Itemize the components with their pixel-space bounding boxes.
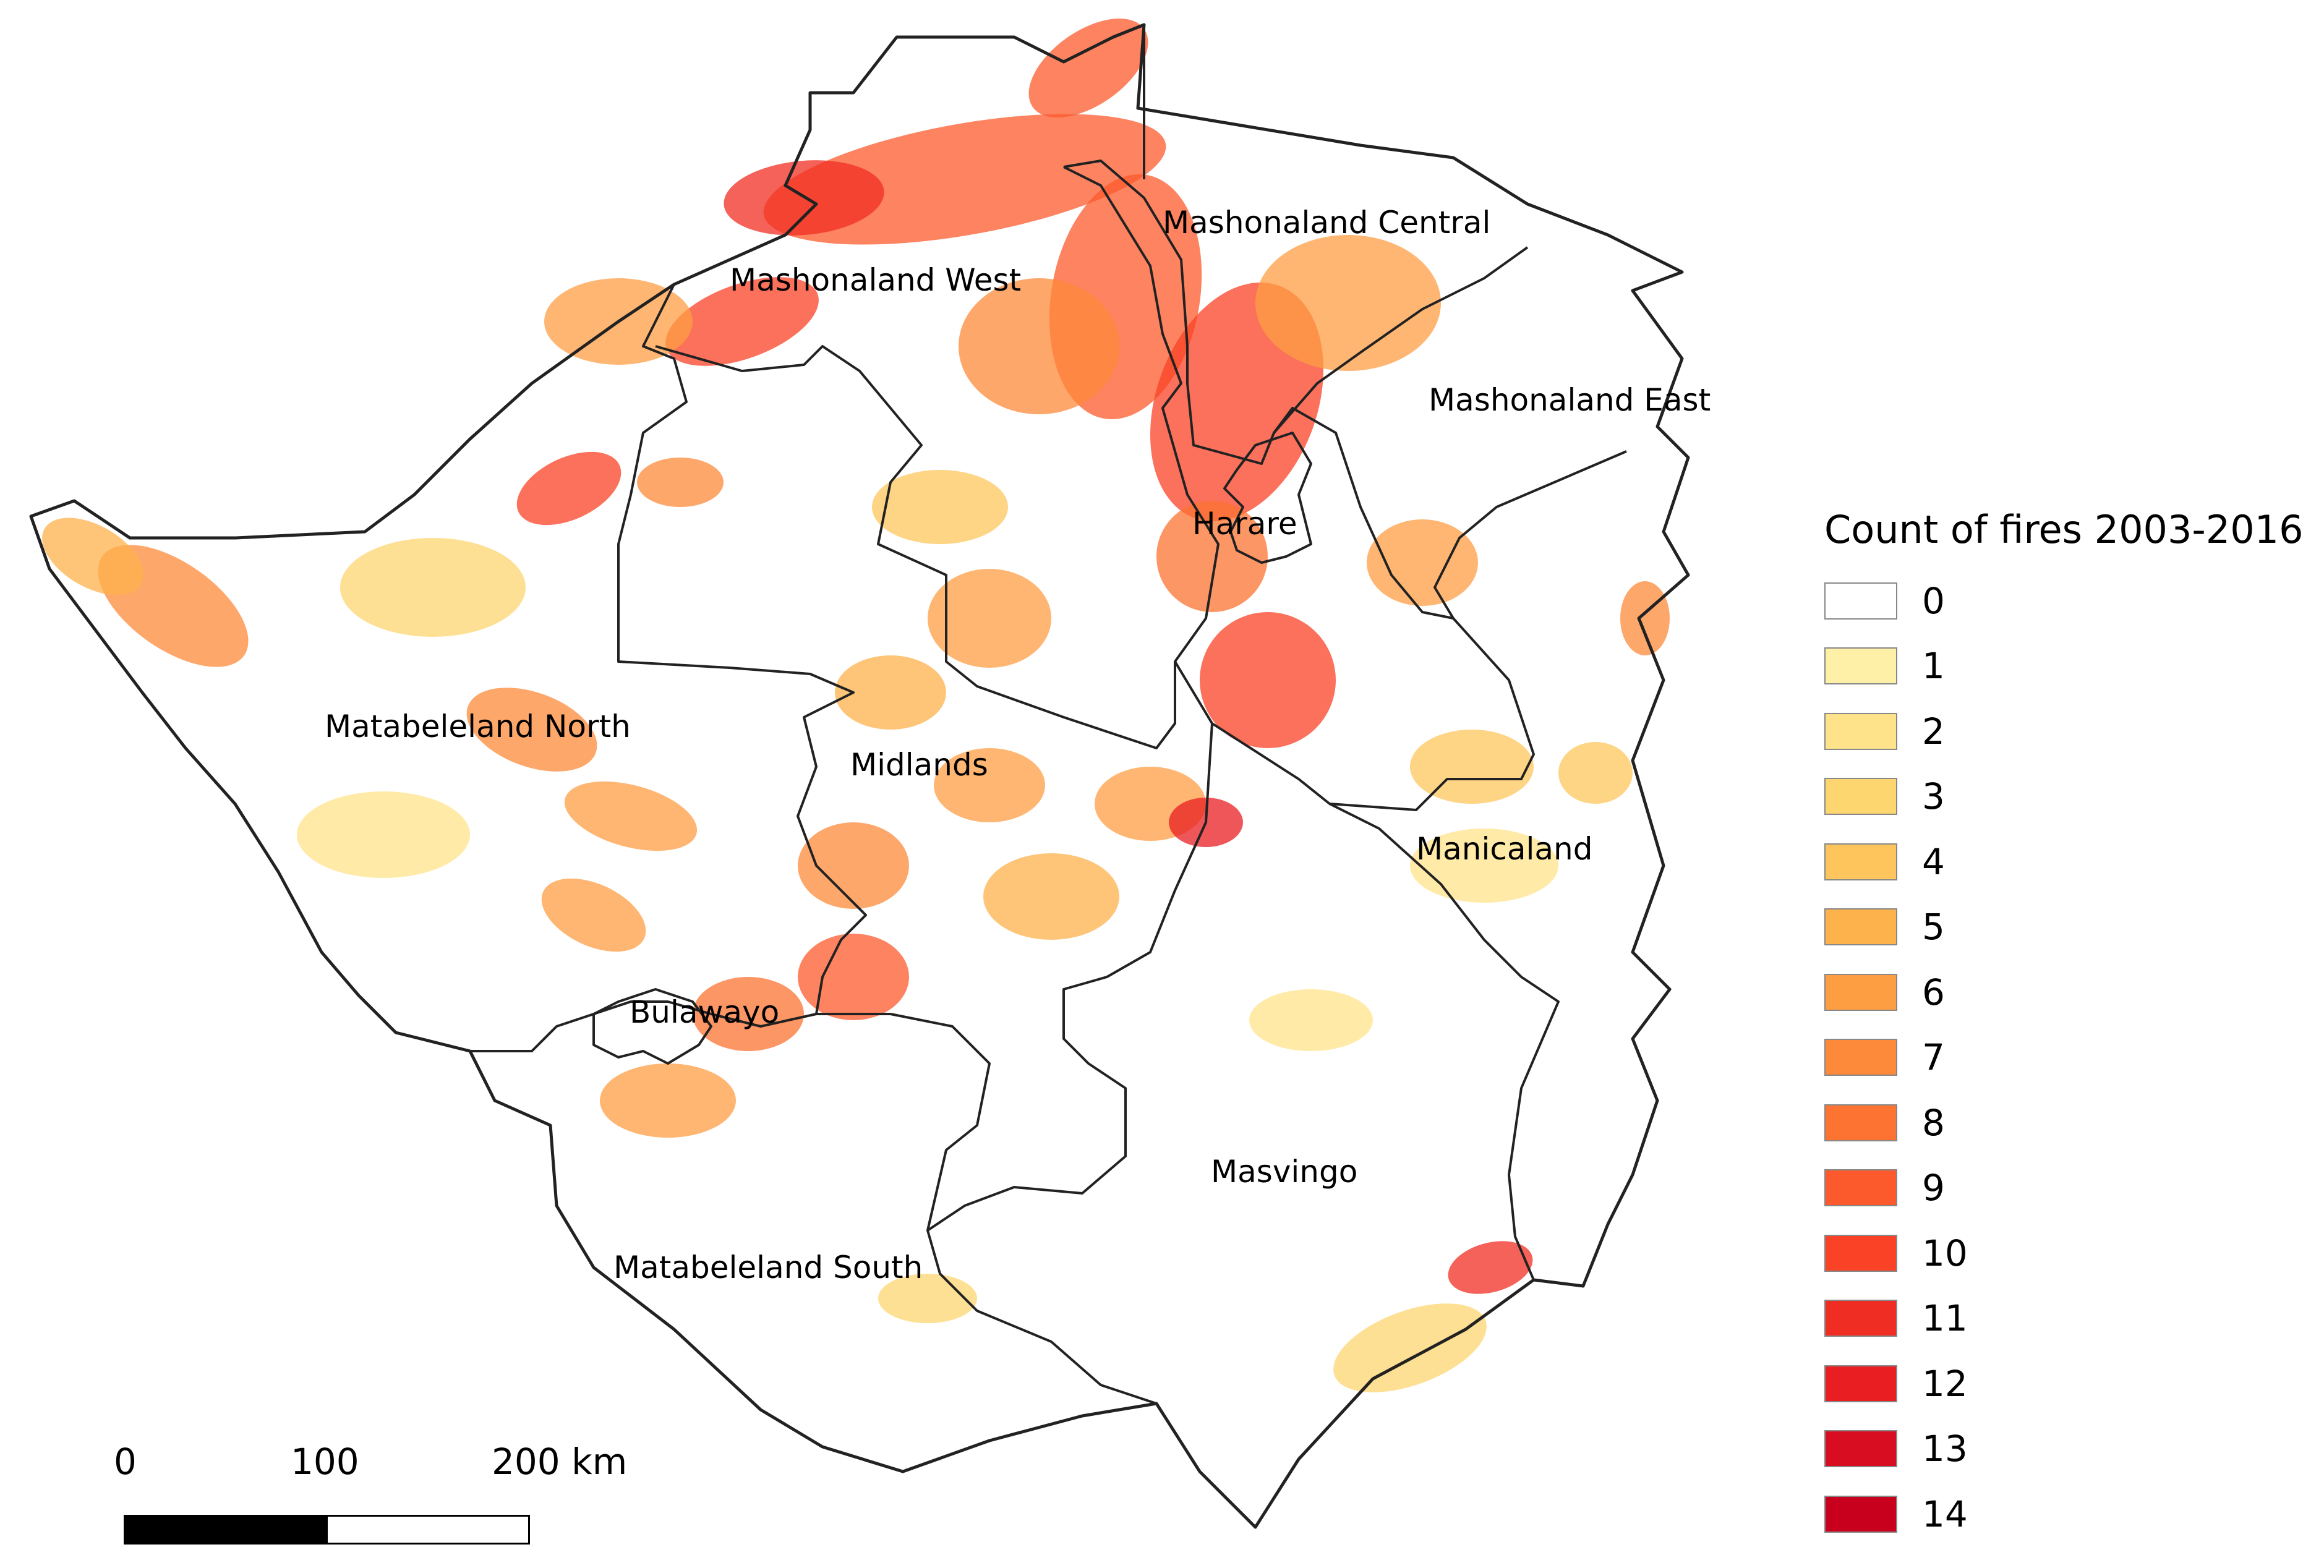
legend-item: 1	[1824, 634, 2304, 699]
fire-density-patch	[798, 934, 909, 1020]
legend-swatch	[1824, 1365, 1897, 1402]
legend-item: 9	[1824, 1156, 2304, 1221]
fire-density-patch	[1156, 501, 1268, 612]
legend-title: Count of fires 2003-2016	[1824, 507, 2304, 552]
legend-label: 2	[1922, 710, 1945, 752]
legend-swatch	[1824, 1495, 1897, 1533]
legend-item: 14	[1824, 1481, 2304, 1547]
legend-swatch	[1824, 843, 1897, 880]
fire-density-patch	[600, 1063, 736, 1138]
fire-density-patch	[42, 518, 143, 595]
legend-swatch	[1824, 973, 1897, 1011]
fire-density-patch	[1255, 235, 1441, 371]
label-bulawayo: Bulawayo	[630, 994, 780, 1030]
fire-density-patch	[934, 748, 1045, 822]
legend-swatch	[1824, 1430, 1897, 1468]
fire-density-patch	[693, 977, 804, 1051]
province-boundaries	[470, 25, 1627, 1405]
legend-swatch	[1824, 1234, 1897, 1272]
legend-swatch	[1824, 1104, 1897, 1141]
fire-density-patch	[1410, 730, 1534, 804]
legend: Count of fires 2003-2016 0 1 2 3 4 5 6 7 8 9 10 11 1…	[1824, 507, 2304, 1547]
scale-tick-200km: 200 km	[492, 1441, 628, 1483]
fire-density-patch	[516, 451, 622, 526]
legend-item: 5	[1824, 895, 2304, 960]
fire-density-patch	[340, 538, 526, 637]
legend-label: 14	[1922, 1493, 1968, 1535]
label-matabeleland-north: Matabeleland North	[325, 709, 631, 744]
fire-density-patch	[1028, 19, 1148, 117]
legend-item: 2	[1824, 699, 2304, 764]
legend-label: 6	[1922, 971, 1945, 1013]
legend-label: 10	[1922, 1232, 1968, 1274]
fire-density-patch	[798, 822, 909, 909]
legend-label: 8	[1922, 1101, 1945, 1144]
legend-label: 11	[1922, 1297, 1968, 1340]
legend-label: 5	[1922, 906, 1945, 948]
fire-density-patch	[1249, 989, 1373, 1051]
legend-label: 7	[1922, 1036, 1945, 1079]
label-matabeleland-south: Matabeleland South	[613, 1250, 923, 1285]
legend-label: 1	[1922, 645, 1945, 688]
legend-item: 8	[1824, 1090, 2304, 1156]
legend-swatch	[1824, 1169, 1897, 1207]
legend-rows: 0 1 2 3 4 5 6 7 8 9 10 11 12 13 14	[1824, 568, 2304, 1547]
scale-tick-0: 0	[114, 1441, 137, 1483]
label-harare: Harare	[1192, 506, 1297, 542]
legend-swatch	[1824, 1039, 1897, 1076]
legend-label: 12	[1922, 1362, 1968, 1405]
legend-item: 6	[1824, 960, 2304, 1025]
scale-tick-100: 100	[291, 1441, 359, 1483]
legend-label: 13	[1922, 1428, 1968, 1470]
fire-density-patch	[1367, 519, 1478, 606]
scale-bar: 0 100 200 km	[114, 1441, 627, 1545]
legend-swatch	[1824, 1300, 1897, 1337]
label-mashonaland-central: Mashonaland Central	[1163, 205, 1491, 241]
legend-item: 12	[1824, 1351, 2304, 1417]
fire-density-patch	[1558, 742, 1633, 804]
fire-density-patch	[959, 278, 1119, 414]
legend-swatch	[1824, 582, 1897, 620]
legend-label: 3	[1922, 775, 1945, 818]
legend-label: 0	[1922, 579, 1945, 622]
scale-segment-white	[326, 1515, 530, 1545]
label-masvingo: Masvingo	[1211, 1154, 1358, 1190]
fire-density-patch	[564, 781, 698, 851]
fire-density-patch	[637, 458, 724, 507]
legend-item: 10	[1824, 1221, 2304, 1286]
fire-density-patch	[835, 655, 946, 730]
fire-density-patch	[466, 688, 597, 772]
country-outline	[29, 23, 1690, 1529]
fire-density-patch	[872, 470, 1008, 544]
scale-segment-black	[124, 1515, 328, 1545]
fire-density-patch	[1620, 581, 1670, 655]
fire-density-patch	[928, 569, 1051, 668]
fire-density-patch	[1410, 829, 1558, 903]
legend-item: 0	[1824, 568, 2304, 634]
fire-density-patch	[1200, 612, 1336, 748]
fire-density-patch	[665, 277, 819, 366]
legend-item: 11	[1824, 1286, 2304, 1352]
label-mashonaland-west: Mashonaland West	[730, 262, 1022, 298]
legend-item: 3	[1824, 764, 2304, 830]
fire-density-layer	[42, 19, 1670, 1392]
legend-label: 9	[1922, 1167, 1945, 1209]
legend-label: 4	[1922, 840, 1945, 883]
legend-item: 7	[1824, 1025, 2304, 1091]
legend-item: 4	[1824, 829, 2304, 895]
label-manicaland: Manicaland	[1416, 831, 1593, 867]
fire-density-patch	[541, 878, 646, 952]
fire-density-patch	[1448, 1241, 1533, 1294]
fire-density-patch	[983, 853, 1119, 940]
legend-swatch	[1824, 778, 1897, 816]
fire-density-patch	[297, 791, 470, 878]
legend-item: 13	[1824, 1417, 2304, 1482]
legend-swatch	[1824, 647, 1897, 685]
fire-density-patch	[1333, 1303, 1487, 1392]
label-mashonaland-east: Mashonaland East	[1429, 382, 1711, 418]
legend-swatch	[1824, 908, 1897, 946]
legend-swatch	[1824, 712, 1897, 750]
label-midlands: Midlands	[850, 747, 988, 783]
